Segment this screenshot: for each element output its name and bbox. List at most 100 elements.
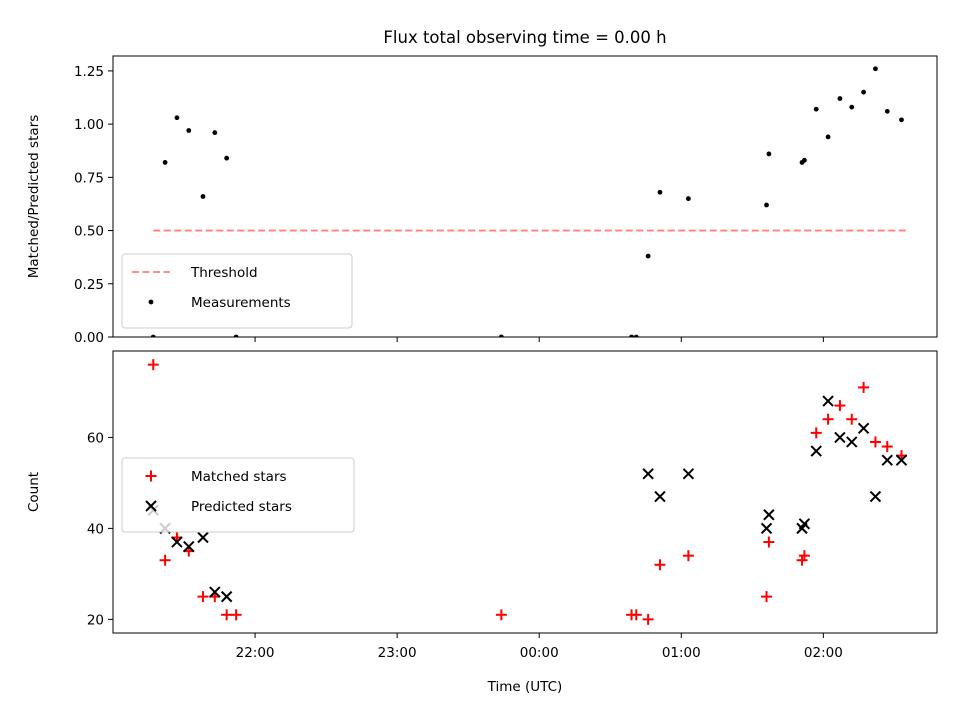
cross-b — [220, 590, 233, 603]
cross-b — [763, 509, 775, 521]
data-point — [881, 454, 893, 466]
x-tick-label: 00:00 — [520, 645, 559, 661]
data-point — [197, 591, 209, 603]
data-point — [183, 540, 195, 553]
legend-swatch — [145, 470, 157, 482]
panel-ratio: 0.00 0.25 0.50 0.75 1.00 1.25 Matched/Predicte… — [26, 55, 938, 346]
data-point — [230, 609, 242, 621]
y-tick-label: 60 — [87, 430, 104, 446]
data-point — [764, 202, 769, 208]
cross-b — [654, 490, 666, 503]
data-point — [834, 400, 846, 412]
data-point — [197, 531, 209, 544]
data-point — [825, 134, 831, 140]
data-point — [810, 445, 822, 457]
data-point — [837, 96, 843, 101]
data-point — [642, 613, 654, 625]
legend-label: Threshold — [190, 265, 258, 281]
data-point — [642, 468, 654, 480]
data-point — [685, 196, 691, 202]
data-point — [220, 590, 233, 603]
figure-title: Flux total observing time = 0.00 h — [383, 28, 666, 47]
y-tick-label: 0.75 — [74, 170, 104, 186]
data-point — [657, 189, 663, 195]
data-points — [150, 66, 904, 337]
legend-label: Predicted stars — [191, 499, 292, 515]
cross-b — [642, 468, 654, 480]
data-point — [869, 490, 882, 503]
cross-b — [810, 445, 822, 457]
cross-b — [145, 500, 157, 512]
legend: Threshold Measurements — [121, 253, 353, 329]
cross-b — [895, 454, 908, 466]
legend-frame — [121, 253, 353, 329]
data-point — [798, 550, 810, 562]
data-point — [498, 334, 504, 337]
series-measurements — [150, 66, 904, 337]
data-point — [633, 334, 639, 337]
data-point — [209, 586, 221, 598]
data-point — [763, 536, 775, 548]
data-point — [200, 194, 206, 199]
axes-frame — [112, 55, 938, 338]
x-tick-label: 01:00 — [662, 645, 701, 661]
data-point — [630, 609, 642, 621]
data-point — [233, 334, 239, 337]
legend-frame — [121, 457, 355, 533]
data-point — [834, 431, 846, 444]
data-point — [174, 115, 180, 121]
data-point — [810, 427, 822, 439]
data-point — [760, 522, 773, 535]
y-tick-label: 0.00 — [74, 330, 104, 346]
y-tick-label: 0.25 — [74, 277, 104, 293]
cross-b — [197, 531, 209, 544]
data-point — [186, 128, 192, 133]
axes-frame — [112, 350, 938, 634]
y-tick-label: 1.00 — [74, 117, 104, 133]
data-point — [147, 359, 159, 371]
data-point — [822, 395, 834, 407]
data-point — [645, 253, 651, 259]
data-point — [873, 66, 878, 72]
data-point — [895, 454, 908, 466]
data-point — [857, 422, 870, 435]
data-point — [171, 536, 183, 548]
data-point — [224, 155, 230, 161]
data-point — [654, 490, 666, 503]
cross-b — [798, 518, 811, 530]
y-tick-label: 40 — [87, 521, 104, 537]
data-point — [899, 117, 904, 123]
data-point — [802, 157, 807, 163]
data-point — [221, 609, 233, 621]
cross-b — [183, 540, 195, 553]
legend: Matched stars Predicted stars — [121, 457, 355, 533]
y-axis-label: Count — [26, 472, 42, 512]
data-point — [813, 106, 819, 112]
y-tick-label: 1.25 — [74, 64, 104, 80]
panel-counts: 22:00 23:00 00:00 01:00 02:00 20 40 60 Count Matc… — [26, 350, 938, 661]
legend-swatch — [145, 500, 157, 512]
data-point — [682, 468, 695, 480]
legend-swatch — [148, 299, 154, 305]
x-axis-label: Time (UTC) — [487, 679, 563, 695]
data-point — [861, 89, 866, 95]
data-point — [766, 151, 772, 157]
legend-label: Measurements — [191, 295, 291, 311]
data-point — [822, 413, 834, 425]
data-point — [846, 436, 858, 448]
data-point — [884, 108, 890, 114]
x-tick-label: 22:00 — [236, 645, 275, 661]
data-point — [763, 509, 775, 521]
cross-b — [682, 468, 695, 480]
data-point — [869, 436, 881, 448]
y-tick-label: 20 — [87, 612, 104, 628]
cross-b — [846, 436, 858, 448]
x-tick-label: 23:00 — [378, 645, 417, 661]
legend-label: Matched stars — [191, 469, 287, 485]
data-point — [654, 559, 666, 571]
data-point — [798, 518, 811, 530]
data-point — [881, 441, 893, 453]
cross-b — [857, 422, 870, 435]
data-point — [629, 334, 634, 337]
